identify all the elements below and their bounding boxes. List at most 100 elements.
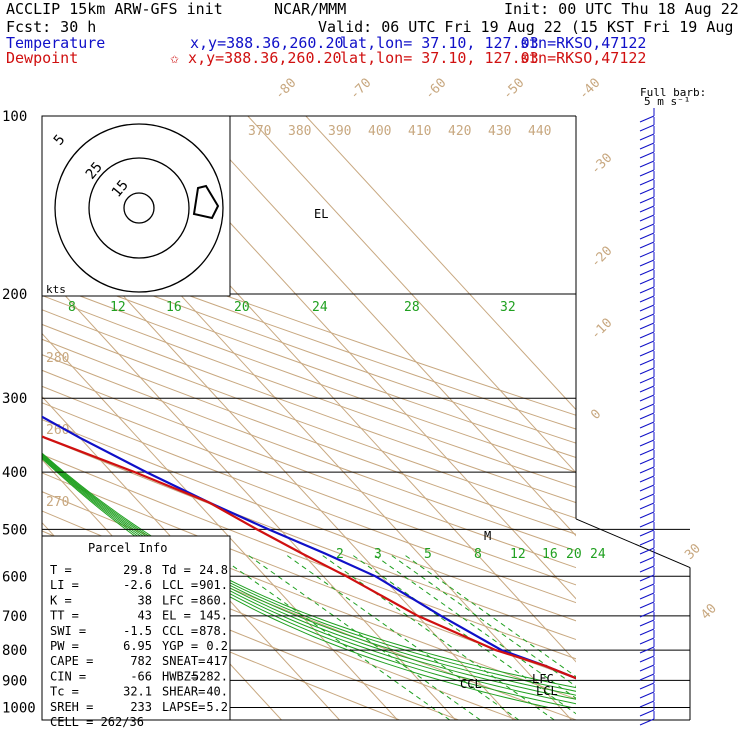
wind-barb bbox=[639, 628, 655, 636]
wind-barb bbox=[639, 367, 655, 375]
wind-barb bbox=[639, 502, 655, 510]
init-time: Init: 00 UTC Thu 18 Aug 22 bbox=[504, 0, 739, 18]
barb-key-title: Full barb: bbox=[640, 86, 706, 99]
temperature-latlon: lat,lon= 37.10, 127.03 bbox=[340, 34, 539, 52]
parcel-info-title: Parcel Info bbox=[88, 541, 167, 555]
parcel-info-cell: YGP = bbox=[162, 639, 198, 653]
dewpoint-profile-line bbox=[42, 435, 576, 680]
wind-barb bbox=[639, 403, 655, 411]
wind-barb bbox=[639, 493, 655, 501]
isotherm-tick-label: -70 bbox=[347, 76, 374, 103]
temperature-xy: x,y=388.36,260.20 bbox=[190, 34, 344, 52]
wind-barb bbox=[639, 133, 655, 141]
temperature-label: Temperature bbox=[6, 34, 105, 52]
isotherm-line bbox=[247, 116, 576, 474]
isotherm-tick-label: -60 bbox=[422, 76, 449, 103]
parcel-info-cell: -66 bbox=[130, 669, 152, 683]
wind-barb bbox=[639, 574, 655, 582]
theta-tick-label: 430 bbox=[488, 124, 511, 139]
parcel-info-cell: CCL = bbox=[162, 624, 198, 638]
parcel-info-cell: 5282. bbox=[192, 669, 228, 683]
wind-barb bbox=[639, 529, 655, 537]
mixing-ratio-label: 24 bbox=[590, 547, 606, 562]
wind-barb bbox=[639, 412, 655, 420]
mixing-ratio-label: 5 bbox=[424, 547, 432, 562]
dry-adiabat-line bbox=[42, 369, 576, 569]
parcel-info-cell: Tc = bbox=[50, 685, 79, 699]
ccl-marker: CCL bbox=[460, 677, 482, 691]
wind-barb bbox=[639, 331, 655, 339]
moist-adiabat-label: 8 bbox=[68, 300, 76, 315]
moist-adiabat-label: 24 bbox=[312, 300, 328, 315]
wind-barb bbox=[639, 151, 655, 159]
mixing-ratio-line bbox=[402, 553, 576, 678]
parcel-info-cell: -1.5 bbox=[123, 624, 152, 638]
dry-adiabat-line bbox=[42, 454, 576, 660]
wind-barb bbox=[639, 646, 655, 654]
theta-tick-label: 400 bbox=[368, 124, 391, 139]
model-title: ACCLIP 15km ARW-GFS init bbox=[6, 0, 223, 18]
dry-adiabat-line bbox=[42, 240, 576, 430]
parcel-info-cell: 233 bbox=[130, 700, 152, 714]
wind-barb bbox=[639, 232, 655, 240]
lfc-marker: LFC bbox=[532, 672, 554, 686]
wind-barb bbox=[639, 322, 655, 330]
wind-barb bbox=[639, 673, 655, 681]
wind-barb bbox=[639, 466, 655, 474]
wind-barb bbox=[639, 664, 655, 672]
moist-adiabat-label: 28 bbox=[404, 300, 420, 315]
wind-barb bbox=[639, 592, 655, 600]
wind-barb bbox=[639, 349, 655, 357]
wind-barb bbox=[639, 313, 655, 321]
isotherm-line bbox=[42, 395, 340, 720]
parcel-info-cell: 38 bbox=[138, 593, 152, 607]
wind-barb bbox=[639, 718, 655, 726]
theta-tick-label: 440 bbox=[528, 124, 551, 139]
hodograph-trace bbox=[192, 184, 220, 220]
dewpoint-label: Dewpoint bbox=[6, 49, 78, 67]
dewpoint-xy: ✩ x,y=388.36,260.20 bbox=[170, 49, 342, 67]
mixing-ratio-line bbox=[320, 553, 555, 720]
isotherm-tick-label: 0 bbox=[588, 407, 604, 423]
parcel-info-cell: 24.8 bbox=[199, 563, 228, 577]
parcel-info-cell: 417 bbox=[206, 654, 228, 668]
parcel-info-cell: 6.95 bbox=[123, 639, 152, 653]
wind-barb bbox=[639, 376, 655, 384]
moist-adiabat-label: 20 bbox=[234, 300, 250, 315]
isotherm-tick-label: -40 bbox=[576, 76, 603, 103]
wind-barb bbox=[639, 142, 655, 150]
parcel-info-cell: 32.1 bbox=[123, 685, 152, 699]
mixing-ratio-line bbox=[372, 553, 576, 699]
wind-barb bbox=[639, 700, 655, 708]
parcel-info-cell: 29.8 bbox=[123, 563, 152, 577]
dry-adiabat-line bbox=[42, 402, 576, 604]
isotherm-tick-label: 30 bbox=[682, 541, 704, 563]
valid-time: Valid: 06 UTC Fri 19 Aug 22 (15 KST Fri … bbox=[318, 18, 740, 36]
parcel-info-cell: LFC = bbox=[162, 593, 198, 607]
dry-adiabat-line bbox=[42, 309, 576, 504]
wind-barb bbox=[639, 169, 655, 177]
wind-barb bbox=[639, 565, 655, 573]
parcel-info-cell: SNEAT= bbox=[162, 654, 205, 668]
wind-barb bbox=[639, 304, 655, 312]
parcel-info-cell: 0.2 bbox=[206, 639, 228, 653]
dewpoint-station: stn=RKSO,47122 bbox=[520, 49, 646, 67]
wind-barb bbox=[639, 610, 655, 618]
wind-barb bbox=[639, 637, 655, 645]
parcel-info-cell: 782 bbox=[130, 654, 152, 668]
isotherm-line bbox=[305, 116, 576, 411]
wind-barb bbox=[639, 205, 655, 213]
pressure-tick-label: 600 bbox=[2, 569, 27, 585]
parcel-info-cell: LI = bbox=[50, 578, 79, 592]
dry-adiabat-line bbox=[42, 294, 576, 488]
dry-adiabat-line bbox=[42, 354, 576, 552]
theta-tick-label: 260 bbox=[46, 423, 69, 438]
wind-barbs bbox=[639, 108, 655, 726]
theta-tick-label: 410 bbox=[408, 124, 431, 139]
isotherm-tick-label: -80 bbox=[272, 76, 299, 103]
moist-adiabat-label: 12 bbox=[110, 300, 126, 315]
isotherm-tick-label: -30 bbox=[588, 151, 615, 178]
isotherm-tick-label: -20 bbox=[588, 244, 615, 271]
parcel-info-cell: 43 bbox=[138, 609, 152, 623]
parcel-info-cell: HWBZ= bbox=[162, 669, 198, 683]
